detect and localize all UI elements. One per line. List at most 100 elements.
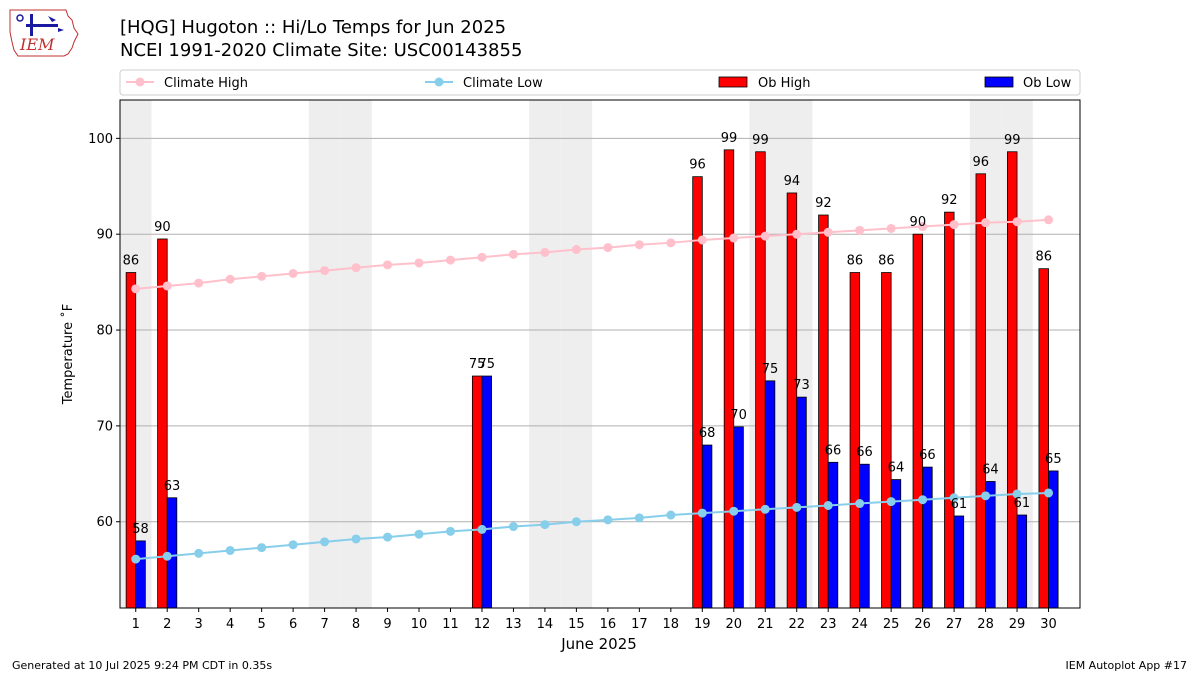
climate-low-point-day-6 (288, 540, 298, 550)
data-label-ob-low-day-27: 61 (951, 497, 968, 512)
data-label-ob-high-day-24: 86 (847, 254, 864, 269)
climate-high-point-day-30 (1044, 215, 1054, 225)
climate-high-point-day-28 (981, 218, 991, 228)
climate-high-point-day-1 (131, 284, 141, 294)
x-tick-label-27: 27 (946, 617, 963, 632)
bar-ob-low-day-19 (701, 444, 713, 609)
climate-high-point-day-24 (855, 225, 865, 235)
x-tick-label-22: 22 (788, 617, 805, 632)
climate-low-point-day-8 (351, 534, 361, 544)
climate-high-point-day-22 (792, 229, 802, 239)
climate-high-point-day-5 (257, 271, 267, 281)
x-tick-label-30: 30 (1040, 617, 1057, 632)
climate-high-point-day-18 (666, 238, 676, 248)
x-tick-label-29: 29 (1009, 617, 1026, 632)
climate-low-point-day-12 (477, 524, 487, 534)
bar-ob-low-day-23 (827, 461, 839, 609)
x-tick-label-9: 9 (383, 617, 391, 632)
x-axis: 1 2 3 4 5 6 7 8 9 10 11 12 13 14 15 16 17 18 19 20 21 22 23 24 2… (132, 608, 1057, 632)
bar-ob-high-day-22 (786, 192, 798, 609)
data-label-ob-high-day-26: 90 (910, 215, 927, 230)
chart-title: [HQG] Hugoton :: Hi/Lo Temps for Jun 202… (120, 17, 507, 38)
climate-high-point-day-17 (634, 240, 644, 250)
climate-high-point-day-26 (918, 222, 928, 232)
climate-low-point-day-11 (445, 526, 455, 536)
climate-low-point-day-26 (918, 495, 928, 505)
legend-item-ob-low: Ob Low (984, 76, 1072, 91)
climate-low-line (135, 491, 1049, 561)
climate-high-point-day-11 (445, 255, 455, 265)
bar-ob-high-day-21 (755, 151, 766, 609)
x-tick-label-2: 2 (163, 617, 171, 632)
climate-low-point-day-14 (540, 520, 550, 530)
climate-high-point-day-29 (1012, 217, 1022, 227)
data-label-ob-high-day-27: 92 (941, 193, 958, 208)
x-tick-label-10: 10 (411, 617, 428, 632)
data-label-ob-low-day-19: 68 (699, 426, 716, 441)
bar-ob-high-day-27 (944, 211, 955, 609)
x-tick-label-3: 3 (195, 617, 203, 632)
climate-low-point-day-29 (1012, 489, 1022, 499)
logo-text: IEM (19, 35, 55, 54)
data-label-ob-low-day-29: 61 (1014, 496, 1031, 511)
climate-low-point-day-5 (257, 543, 267, 553)
climate-high-point-day-20 (729, 233, 739, 243)
bar-ob-high-day-30 (1038, 268, 1049, 609)
data-label-ob-high-day-22: 94 (784, 174, 801, 189)
climate-high-point-day-13 (508, 249, 518, 259)
legend-item-ob-high: Ob High (718, 76, 811, 91)
data-label-ob-high-day-12: 75 (469, 357, 486, 372)
x-tick-label-18: 18 (663, 617, 680, 632)
climate-lines (131, 215, 1054, 564)
climate-low-point-day-19 (697, 508, 707, 518)
x-tick-label-15: 15 (568, 617, 585, 632)
legend: Climate High Climate Low Ob High Ob Low (119, 69, 1081, 96)
x-tick-label-26: 26 (914, 617, 931, 632)
x-tick-label-8: 8 (352, 617, 360, 632)
x-tick-label-1: 1 (132, 617, 140, 632)
climate-low-point-day-10 (414, 529, 424, 539)
x-tick-label-14: 14 (537, 617, 554, 632)
data-label-ob-high-day-20: 99 (721, 131, 738, 146)
footer-app-text: IEM Autoplot App #17 (1065, 659, 1188, 672)
data-label-ob-low-day-21: 75 (762, 362, 779, 377)
climate-high-point-day-25 (886, 223, 896, 233)
weekend-shade-day-8 (340, 100, 372, 608)
legend-label-climate-low: Climate Low (463, 76, 543, 91)
x-tick-label-23: 23 (820, 617, 837, 632)
bar-ob-low-day-24 (859, 463, 870, 609)
climate-high-point-day-14 (540, 247, 550, 257)
climate-low-point-day-1 (131, 554, 141, 564)
data-label-ob-low-day-30: 65 (1045, 452, 1062, 467)
plot-frame (119, 99, 1081, 609)
y-tick-label-70: 70 (96, 419, 113, 434)
x-tick-label-21: 21 (757, 617, 774, 632)
bar-ob-low-day-22 (796, 396, 807, 609)
climate-high-point-day-16 (603, 243, 613, 253)
bar-ob-low-day-27 (953, 515, 965, 609)
legend-marker-climate-high (135, 77, 145, 87)
x-tick-label-6: 6 (289, 617, 297, 632)
climate-high-point-day-3 (194, 278, 204, 288)
y-tick-label-60: 60 (96, 515, 113, 530)
x-axis-label: June 2025 (560, 635, 637, 653)
x-tick-label-16: 16 (600, 617, 617, 632)
data-label-ob-high-day-23: 92 (815, 196, 832, 211)
bar-ob-low-day-21 (764, 380, 776, 609)
data-labels: 8658906375759668997099759473926686668664… (123, 131, 1062, 537)
climate-high-point-day-4 (225, 274, 235, 284)
bar-ob-high-day-28 (975, 173, 986, 609)
legend-marker-climate-low (434, 77, 444, 87)
y-axis-label: Temperature ˚F (60, 304, 76, 405)
chart-subtitle: NCEI 1991-2020 Climate Site: USC00143855 (120, 40, 523, 61)
climate-high-point-day-23 (823, 227, 833, 237)
weekend-shade-day-15 (560, 100, 593, 608)
bar-ob-low-day-26 (922, 466, 933, 609)
legend-item-climate-low: Climate Low (425, 76, 543, 91)
climate-low-point-day-25 (886, 497, 896, 507)
x-tick-label-12: 12 (474, 617, 491, 632)
climate-low-point-day-7 (320, 537, 330, 547)
x-tick-label-17: 17 (631, 617, 648, 632)
data-label-ob-low-day-25: 64 (888, 461, 905, 476)
x-tick-label-11: 11 (442, 617, 459, 632)
